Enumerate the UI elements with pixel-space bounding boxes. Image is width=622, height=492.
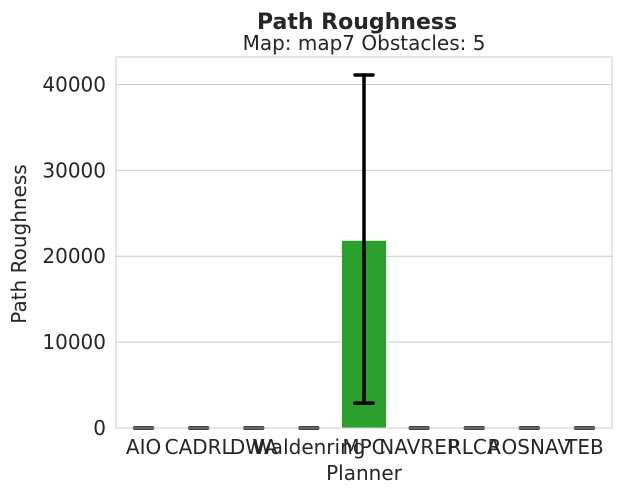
y-tick-label: 30000 <box>42 158 106 182</box>
x-tick-label-navrep: NAVREP <box>379 435 459 459</box>
error-bar-mpc <box>353 73 375 405</box>
x-tick-labels: AIO CADRLDWAWaldenringMPCNAVREPRLCAROSNAV… <box>126 435 604 459</box>
plot-frame <box>115 56 613 429</box>
y-tick-label: 20000 <box>42 244 106 268</box>
x-tick-label-teb: TEB <box>564 435 604 459</box>
y-tick-label: 10000 <box>42 330 106 354</box>
y-tick-labels: 0 10000 20000 30000 40000 <box>42 72 106 440</box>
y-axis-label: Path Roughness <box>7 164 31 323</box>
y-tick-label: 0 <box>93 416 106 440</box>
chart-subtitle: Map: map7 Obstacles: 5 <box>243 31 486 55</box>
x-tick-label-aio: AIO <box>126 435 161 459</box>
x-axis-label: Planner <box>326 461 403 485</box>
x-tick-label-waldenring: Waldenring <box>252 435 365 459</box>
x-tick-label-rosnav: ROSNAV <box>488 435 572 459</box>
x-tick-label-rlca: RLCA <box>448 435 501 459</box>
chart-title: Path Roughness <box>257 10 457 35</box>
x-tick-label-cadrl: CADRL <box>165 435 234 459</box>
y-tick-label: 40000 <box>42 72 106 96</box>
x-tick-label-dwa: DWA <box>230 435 278 459</box>
error-bars-group <box>132 73 596 430</box>
x-tick-label-mpc: MPC <box>342 435 385 459</box>
